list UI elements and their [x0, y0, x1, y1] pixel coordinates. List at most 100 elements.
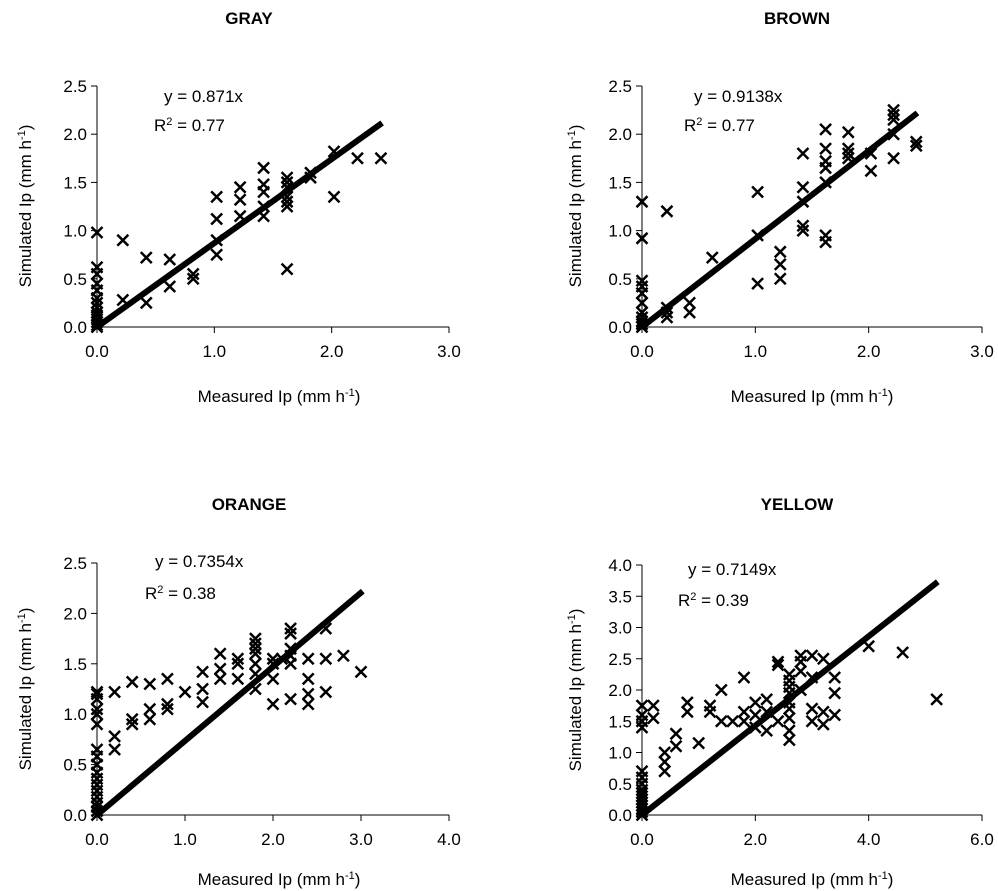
- x-tick-label: 2.0: [857, 342, 881, 361]
- data-point: [635, 306, 649, 319]
- y-tick-label: 0.5: [63, 756, 87, 775]
- data-point: [635, 764, 649, 778]
- data-point: [90, 260, 104, 274]
- y-tick-label: 4.0: [608, 556, 632, 575]
- data-point: [887, 103, 900, 117]
- data-point: [635, 274, 649, 288]
- y-axis-label-unit-sup: -1: [16, 613, 28, 623]
- data-point: [760, 705, 774, 719]
- x-tick-label: 3.0: [349, 830, 373, 849]
- y-tick-label: 2.5: [63, 77, 87, 96]
- x-axis-label-close: ): [888, 387, 894, 406]
- data-point: [862, 639, 876, 653]
- y-tick-label: 0.5: [63, 270, 87, 289]
- x-axis-label-text: Measured Ip (mm h: [198, 870, 345, 889]
- data-point: [635, 231, 649, 245]
- y-tick-label: 3.5: [608, 587, 632, 606]
- data-point: [828, 708, 842, 722]
- chart-orange: ORANGE 0.0 0.5 1.0 1.5 2.0 2.5 0.0 1.0 2.0 3.0 4.0 M…: [16, 495, 461, 889]
- x-tick-label: 2.0: [744, 830, 768, 849]
- r-squared-prefix: R: [678, 591, 690, 610]
- data-point: [782, 733, 796, 747]
- y-tick-label: 2.5: [608, 650, 632, 669]
- data-point: [186, 267, 200, 281]
- y-tick-label: 2.5: [608, 77, 632, 96]
- data-point: [139, 296, 153, 310]
- data-point: [280, 190, 294, 204]
- data-point: [669, 739, 683, 753]
- data-point: [319, 622, 333, 635]
- y-tick-label: 3.0: [608, 619, 632, 638]
- data-point: [796, 224, 810, 237]
- data-point: [249, 647, 262, 661]
- chart-yellow: YELLOW 0.0 0.5 1.0 1.5 2.0 2.5 3.0 3.5 4.0 0.0 2.0 4…: [566, 495, 994, 889]
- y-axis-label-text: Simulated Ip (mm h: [16, 140, 35, 287]
- trendline: [640, 579, 940, 818]
- data-point: [660, 306, 674, 319]
- data-point: [816, 717, 830, 731]
- data-point: [257, 161, 270, 175]
- data-point: [683, 296, 696, 310]
- data-point: [748, 721, 762, 734]
- y-tick-label: 0.0: [63, 806, 87, 825]
- data-point: [887, 108, 900, 122]
- y-tick-label: 1.0: [608, 744, 632, 763]
- y-tick-label: 0.0: [608, 806, 632, 825]
- data-point: [771, 714, 785, 728]
- data-point: [714, 714, 728, 728]
- data-point: [280, 262, 294, 276]
- data-point: [841, 125, 855, 139]
- r-squared-exponent: 2: [157, 584, 163, 596]
- data-point: [90, 717, 104, 731]
- r-squared-value: = 0.77: [702, 116, 754, 135]
- x-axis-label: Measured Ip (mm h-1): [198, 870, 361, 889]
- data-point: [143, 712, 157, 726]
- data-point: [658, 746, 672, 759]
- data-point: [108, 685, 121, 699]
- data-point: [139, 251, 153, 264]
- data-point: [737, 671, 751, 684]
- y-tick-label: 0.5: [608, 270, 632, 289]
- data-point: [280, 176, 294, 189]
- data-point: [196, 665, 209, 679]
- y-axis-label-close: ): [566, 609, 585, 615]
- data-point: [909, 135, 923, 149]
- y-axis-label-close: ): [16, 608, 35, 614]
- data-point: [646, 699, 660, 713]
- x-tick-label: 1.0: [203, 342, 227, 361]
- data-point: [841, 142, 855, 156]
- data-point: [794, 664, 808, 678]
- data-point: [231, 657, 245, 671]
- r-squared-exponent: 2: [696, 116, 702, 128]
- x-axis-label-text: Measured Ip (mm h: [198, 387, 345, 406]
- data-point: [196, 682, 209, 696]
- data-point: [163, 280, 177, 293]
- data-point: [692, 736, 706, 750]
- x-axis-label: Measured Ip (mm h-1): [731, 870, 894, 889]
- data-point: [90, 301, 104, 315]
- y-axis-label-close: ): [16, 125, 35, 131]
- data-point: [301, 687, 315, 701]
- data-point: [143, 677, 157, 691]
- data-point: [304, 166, 317, 180]
- data-point: [90, 277, 104, 291]
- x-axis-label-close: ): [888, 870, 894, 889]
- x-tick-label: 1.0: [173, 830, 197, 849]
- data-point: [266, 672, 280, 686]
- data-point: [257, 209, 270, 223]
- y-axis-label-close: ): [566, 125, 585, 131]
- data-point: [751, 229, 764, 242]
- x-axis-label-close: ): [355, 870, 361, 889]
- chart-title: YELLOW: [761, 495, 835, 514]
- data-point: [280, 171, 294, 184]
- data-point: [782, 696, 796, 709]
- data-point: [249, 657, 262, 671]
- data-point: [90, 687, 104, 701]
- data-point: [805, 671, 819, 684]
- data-point: [794, 649, 808, 663]
- x-tick-label: 4.0: [437, 830, 461, 849]
- y-tick-label: 2.5: [63, 554, 87, 573]
- y-axis-label-unit-sup: -1: [16, 130, 28, 140]
- data-point: [213, 672, 227, 686]
- y-tick-label: 2.0: [608, 125, 632, 144]
